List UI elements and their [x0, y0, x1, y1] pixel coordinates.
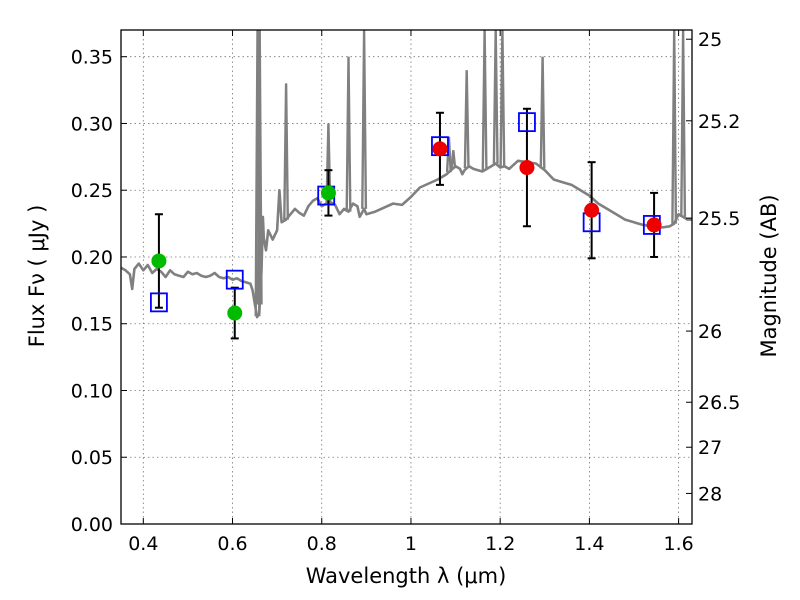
- x-tick-label: 0.8: [307, 533, 337, 555]
- emission-line: [680, 30, 687, 217]
- observed-point: [519, 160, 535, 176]
- observed-point: [646, 217, 662, 233]
- emission-line: [539, 56, 546, 169]
- observed-point: [320, 185, 336, 201]
- y-tick-label: 0.20: [71, 247, 113, 269]
- emission-line: [283, 83, 289, 220]
- axis-ticks: 0.4 0.6 0.8 1 1.2 1.4 1.6 0.00 0.05 0.10 0.15 0.20 0…: [71, 29, 741, 555]
- y-tick-label: 0.30: [71, 113, 113, 135]
- y2-tick-label: 26: [698, 321, 722, 343]
- emission-line: [345, 56, 352, 212]
- emission-line: [445, 136, 452, 173]
- x-tick-label: 0.6: [217, 533, 247, 555]
- emission-line: [492, 30, 499, 164]
- emission-line: [325, 123, 332, 203]
- plot-frame: [120, 29, 693, 525]
- observed-point: [432, 141, 448, 157]
- model-photometry-square: [518, 112, 536, 133]
- observed-point: [584, 202, 600, 218]
- y-tick-label: 0.00: [71, 514, 113, 536]
- emission-line: [450, 150, 457, 169]
- model-photometry-square: [150, 292, 168, 313]
- y2-axis-title: Magnitude (AB): [757, 194, 781, 357]
- x-tick-label: 0.4: [128, 533, 158, 555]
- model-sed-layer: [121, 30, 692, 319]
- y-tick-label: 0.25: [71, 180, 113, 202]
- model-sed-line: [121, 159, 692, 319]
- y-tick-label: 0.15: [71, 314, 113, 336]
- y2-tick-label: 25: [698, 29, 722, 51]
- y-tick-label: 0.35: [71, 47, 113, 69]
- x-axis-title: Wavelength λ (μm): [306, 564, 507, 588]
- observed-point: [227, 305, 243, 321]
- y2-tick-label: 25.5: [698, 208, 740, 230]
- y-axis-title: Flux Fν ( μJy ): [25, 205, 49, 348]
- model-photometry-square: [225, 269, 244, 290]
- y2-tick-label: 26.5: [698, 392, 740, 414]
- emission-line: [671, 30, 678, 224]
- y-tick-label: 0.05: [71, 447, 113, 469]
- emission-line: [499, 30, 506, 167]
- emission-line: [361, 30, 368, 209]
- x-tick-label: 1: [405, 533, 417, 555]
- y2-tick-label: 27: [698, 437, 722, 459]
- error-bars: [154, 107, 659, 340]
- observed-point: [151, 253, 167, 269]
- y2-tick-label: 28: [698, 483, 722, 505]
- emission-line: [463, 70, 470, 169]
- emission-line: [256, 30, 263, 305]
- y2-tick-label: 25.2: [698, 111, 740, 133]
- y-tick-label: 0.10: [71, 380, 113, 402]
- x-tick-label: 1.4: [574, 533, 604, 555]
- markers-layer: [150, 112, 662, 321]
- x-tick-label: 1.6: [664, 533, 694, 555]
- emission-line: [481, 30, 488, 171]
- x-tick-label: 1.2: [485, 533, 515, 555]
